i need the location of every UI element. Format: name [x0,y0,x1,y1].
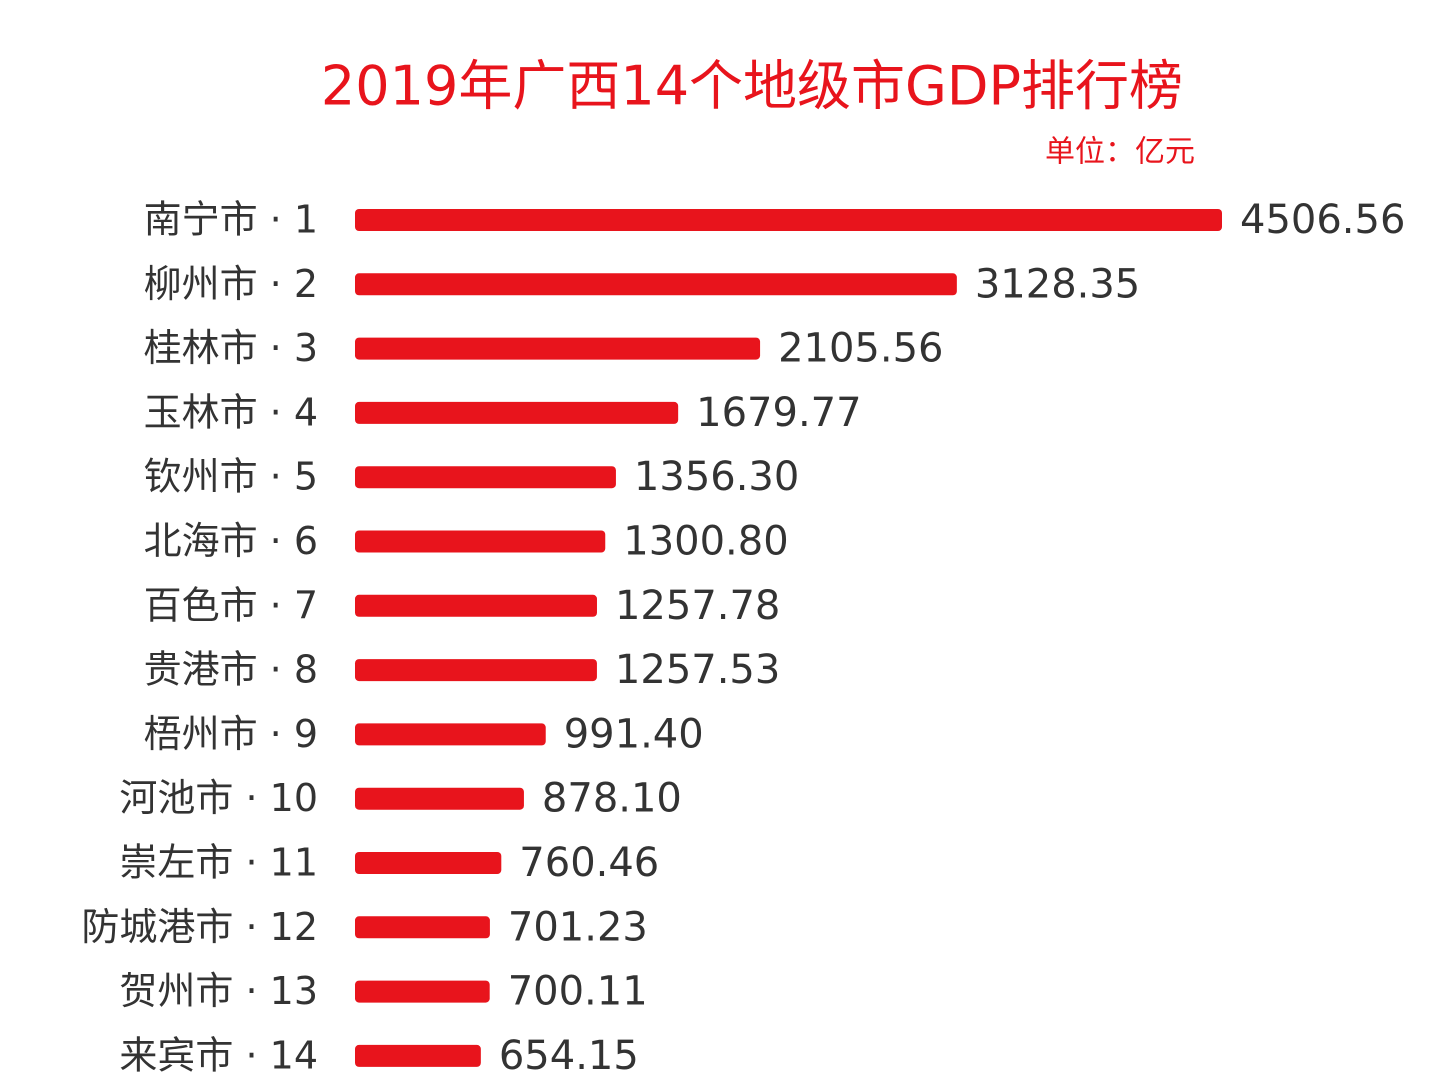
category-label: 贺州市 · 13 [119,969,318,1013]
bar [355,852,502,874]
value-label: 654.15 [499,1033,639,1079]
category-label: 钦州市 · 5 [144,455,318,499]
value-label: 878.10 [542,776,682,822]
category-label: 来宾市 · 14 [119,1033,318,1077]
bar [355,530,606,553]
category-label: 柳州市 · 2 [144,262,318,306]
bar [355,916,490,939]
category-label: 百色市 · 7 [144,583,318,627]
bar [355,273,957,296]
value-label: 3128.35 [975,261,1140,307]
value-label: 1679.77 [696,390,861,436]
value-label: 2105.56 [778,326,943,372]
category-label: 河池市 · 10 [119,776,318,820]
category-label: 北海市 · 6 [144,519,318,563]
category-label: 梧州市 · 9 [144,712,318,756]
bar [355,980,490,1003]
value-label: 1300.80 [623,519,788,565]
bar [355,337,761,360]
value-label: 4506.56 [1240,197,1405,243]
category-label: 贵港市 · 8 [144,648,318,692]
category-label: 桂林市 · 3 [144,326,318,370]
bar [355,209,1222,231]
value-label: 1257.53 [615,647,780,693]
bar [355,466,616,489]
bar [355,401,679,424]
bar [355,1044,481,1067]
value-label: 701.23 [508,904,648,950]
category-label: 南宁市 · 1 [144,198,318,242]
category-label: 崇左市 · 11 [119,841,318,885]
category-label: 防城港市 · 12 [81,905,318,949]
value-label: 1356.30 [634,454,799,500]
bar [355,594,597,617]
value-label: 1257.78 [615,583,780,629]
bar [355,787,524,810]
chart-subtitle: 单位：亿元 [1045,135,1195,170]
bar [355,723,546,746]
value-label: 991.40 [564,711,704,757]
chart-title: 2019年广西14个地级市GDP排行榜 [321,55,1183,118]
bar [355,659,597,682]
category-label: 玉林市 · 4 [144,390,318,434]
value-label: 760.46 [519,840,659,886]
value-label: 700.11 [508,969,648,1015]
